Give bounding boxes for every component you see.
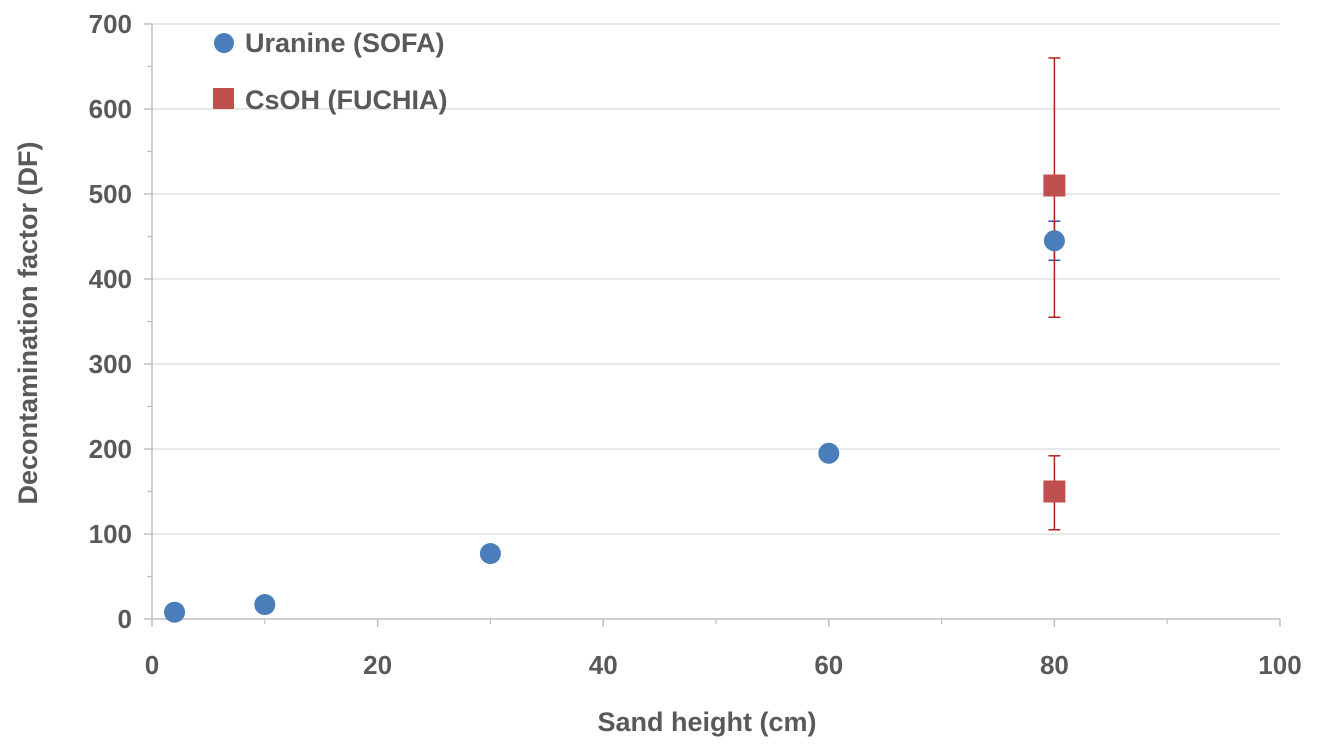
axes xyxy=(151,24,1280,620)
legend-marker-csoh xyxy=(213,88,234,109)
legend: Uranine (SOFA) CsOH (FUCHIA) xyxy=(213,28,448,115)
y-tick-label: 200 xyxy=(89,434,132,464)
x-axis-title: Sand height (cm) xyxy=(597,707,816,737)
minor-ticks xyxy=(144,23,1281,627)
data-point-csoh xyxy=(1043,480,1066,503)
data-point-uranine xyxy=(254,594,276,616)
x-tick-label: 100 xyxy=(1258,650,1301,680)
y-axis-title: Decontamination factor (DF) xyxy=(13,141,43,504)
y-tick-label: 600 xyxy=(89,94,132,124)
x-tick-label: 20 xyxy=(363,650,392,680)
y-tick-label: 100 xyxy=(89,519,132,549)
y-tick-label: 500 xyxy=(89,179,132,209)
y-tick-labels: 0 100 200 300 400 500 600 700 xyxy=(89,9,132,634)
y-tick-label: 300 xyxy=(89,349,132,379)
data-point-uranine xyxy=(479,543,501,565)
error-bars xyxy=(822,57,1061,531)
data-points xyxy=(164,174,1066,623)
y-tick-label: 700 xyxy=(89,9,132,39)
y-tick-label: 400 xyxy=(89,264,132,294)
data-point-uranine xyxy=(818,442,840,464)
x-tick-label: 40 xyxy=(589,650,618,680)
data-point-uranine xyxy=(164,601,186,623)
y-tick-label: 0 xyxy=(118,604,132,634)
x-tick-label: 0 xyxy=(145,650,159,680)
gridlines xyxy=(152,23,1280,535)
legend-marker-uranine xyxy=(214,33,234,53)
data-point-uranine xyxy=(1043,230,1065,252)
x-tick-labels: 0 20 40 60 80 100 xyxy=(145,650,1302,680)
data-point-csoh xyxy=(1043,174,1066,197)
x-tick-label: 80 xyxy=(1040,650,1069,680)
legend-label-uranine: Uranine (SOFA) xyxy=(245,28,445,58)
legend-label-csoh: CsOH (FUCHIA) xyxy=(245,85,448,115)
x-tick-label: 60 xyxy=(814,650,843,680)
